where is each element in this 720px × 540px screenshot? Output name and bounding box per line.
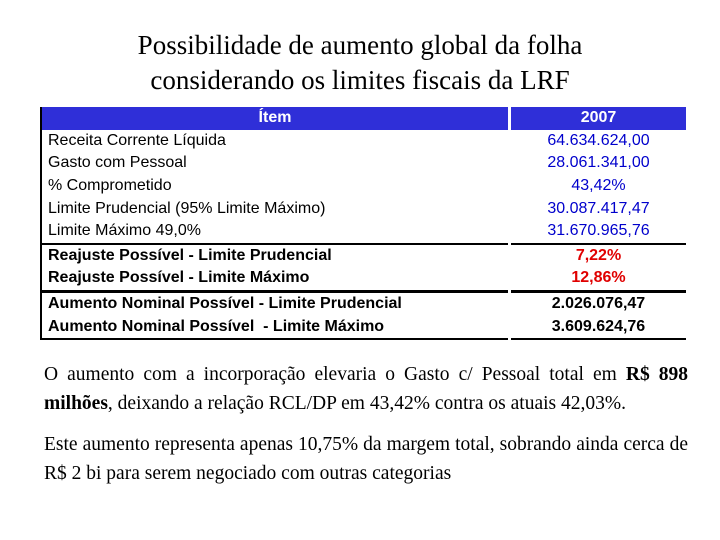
- value-cell: 64.634.624,00: [508, 129, 686, 153]
- table-row: Limite Prudencial (95% Limite Máximo) 30.…: [40, 197, 686, 220]
- value-cell: 31.670.965,76: [508, 219, 686, 244]
- header-row: Ítem 2007: [40, 107, 686, 130]
- header-cell: 2007: [508, 107, 686, 130]
- value-cell: 12,86%: [508, 267, 686, 292]
- value-cell: 43,42%: [508, 174, 686, 198]
- label-cell: Aumento Nominal Possível - Limite Máximo: [40, 315, 511, 340]
- paragraph: O aumento com a incorporação elevaria o …: [44, 360, 688, 418]
- header-cell: Ítem: [40, 107, 511, 130]
- value-cell: 3.609.624,76: [508, 315, 686, 340]
- label-cell: % Comprometido: [40, 174, 511, 198]
- value-cell: 28.061.341,00: [508, 152, 686, 175]
- table-row: Gasto com Pessoal 28.061.341,00: [40, 152, 686, 175]
- title: Possibilidade de aumento global da folha…: [0, 28, 720, 98]
- paragraphs: O aumento com a incorporação elevaria o …: [44, 360, 688, 500]
- text: O aumento com a incorporação elevaria o …: [44, 364, 626, 385]
- table-row: Limite Máximo 49,0% 31.670.965,76: [40, 219, 686, 244]
- label-cell: Reajuste Possível - Limite Prudencial: [40, 242, 511, 268]
- title-line: Possibilidade de aumento global da folha: [137, 30, 583, 60]
- table-row: Aumento Nominal Possível - Limite Pruden…: [40, 289, 686, 316]
- text: Este aumento representa apenas 10,75% da…: [44, 434, 688, 484]
- value-cell: 2.026.076,47: [508, 289, 686, 316]
- label-cell: Limite Prudencial (95% Limite Máximo): [40, 197, 511, 220]
- label-cell: Gasto com Pessoal: [40, 152, 511, 175]
- data-table: Ítem 2007 Receita Corrente Líquida 64.634.6…: [40, 107, 686, 340]
- table-row: Aumento Nominal Possível - Limite Máximo…: [40, 315, 686, 340]
- table-row: Reajuste Possível - Limite Máximo 12,86%: [40, 267, 686, 292]
- label-cell: Limite Máximo 49,0%: [40, 219, 511, 244]
- table-row: Receita Corrente Líquida 64.634.624,00: [40, 129, 686, 153]
- label-cell: Receita Corrente Líquida: [40, 129, 511, 153]
- label-cell: Reajuste Possível - Limite Máximo: [40, 267, 511, 292]
- title-line: considerando os limites fiscais da LRF: [150, 65, 570, 95]
- table-row: Reajuste Possível - Limite Prudencial 7,2…: [40, 242, 686, 268]
- value-cell: 30.087.417,47: [508, 197, 686, 220]
- value-cell: 7,22%: [508, 242, 686, 268]
- bold-text: R$ 898 milhões: [44, 364, 688, 414]
- paragraph: Este aumento representa apenas 10,75% da…: [44, 430, 688, 488]
- label-cell: Aumento Nominal Possível - Limite Pruden…: [40, 289, 511, 316]
- text: , deixando a relação RCL/DP em 43,42% co…: [107, 393, 626, 414]
- table-row: % Comprometido 43,42%: [40, 174, 686, 198]
